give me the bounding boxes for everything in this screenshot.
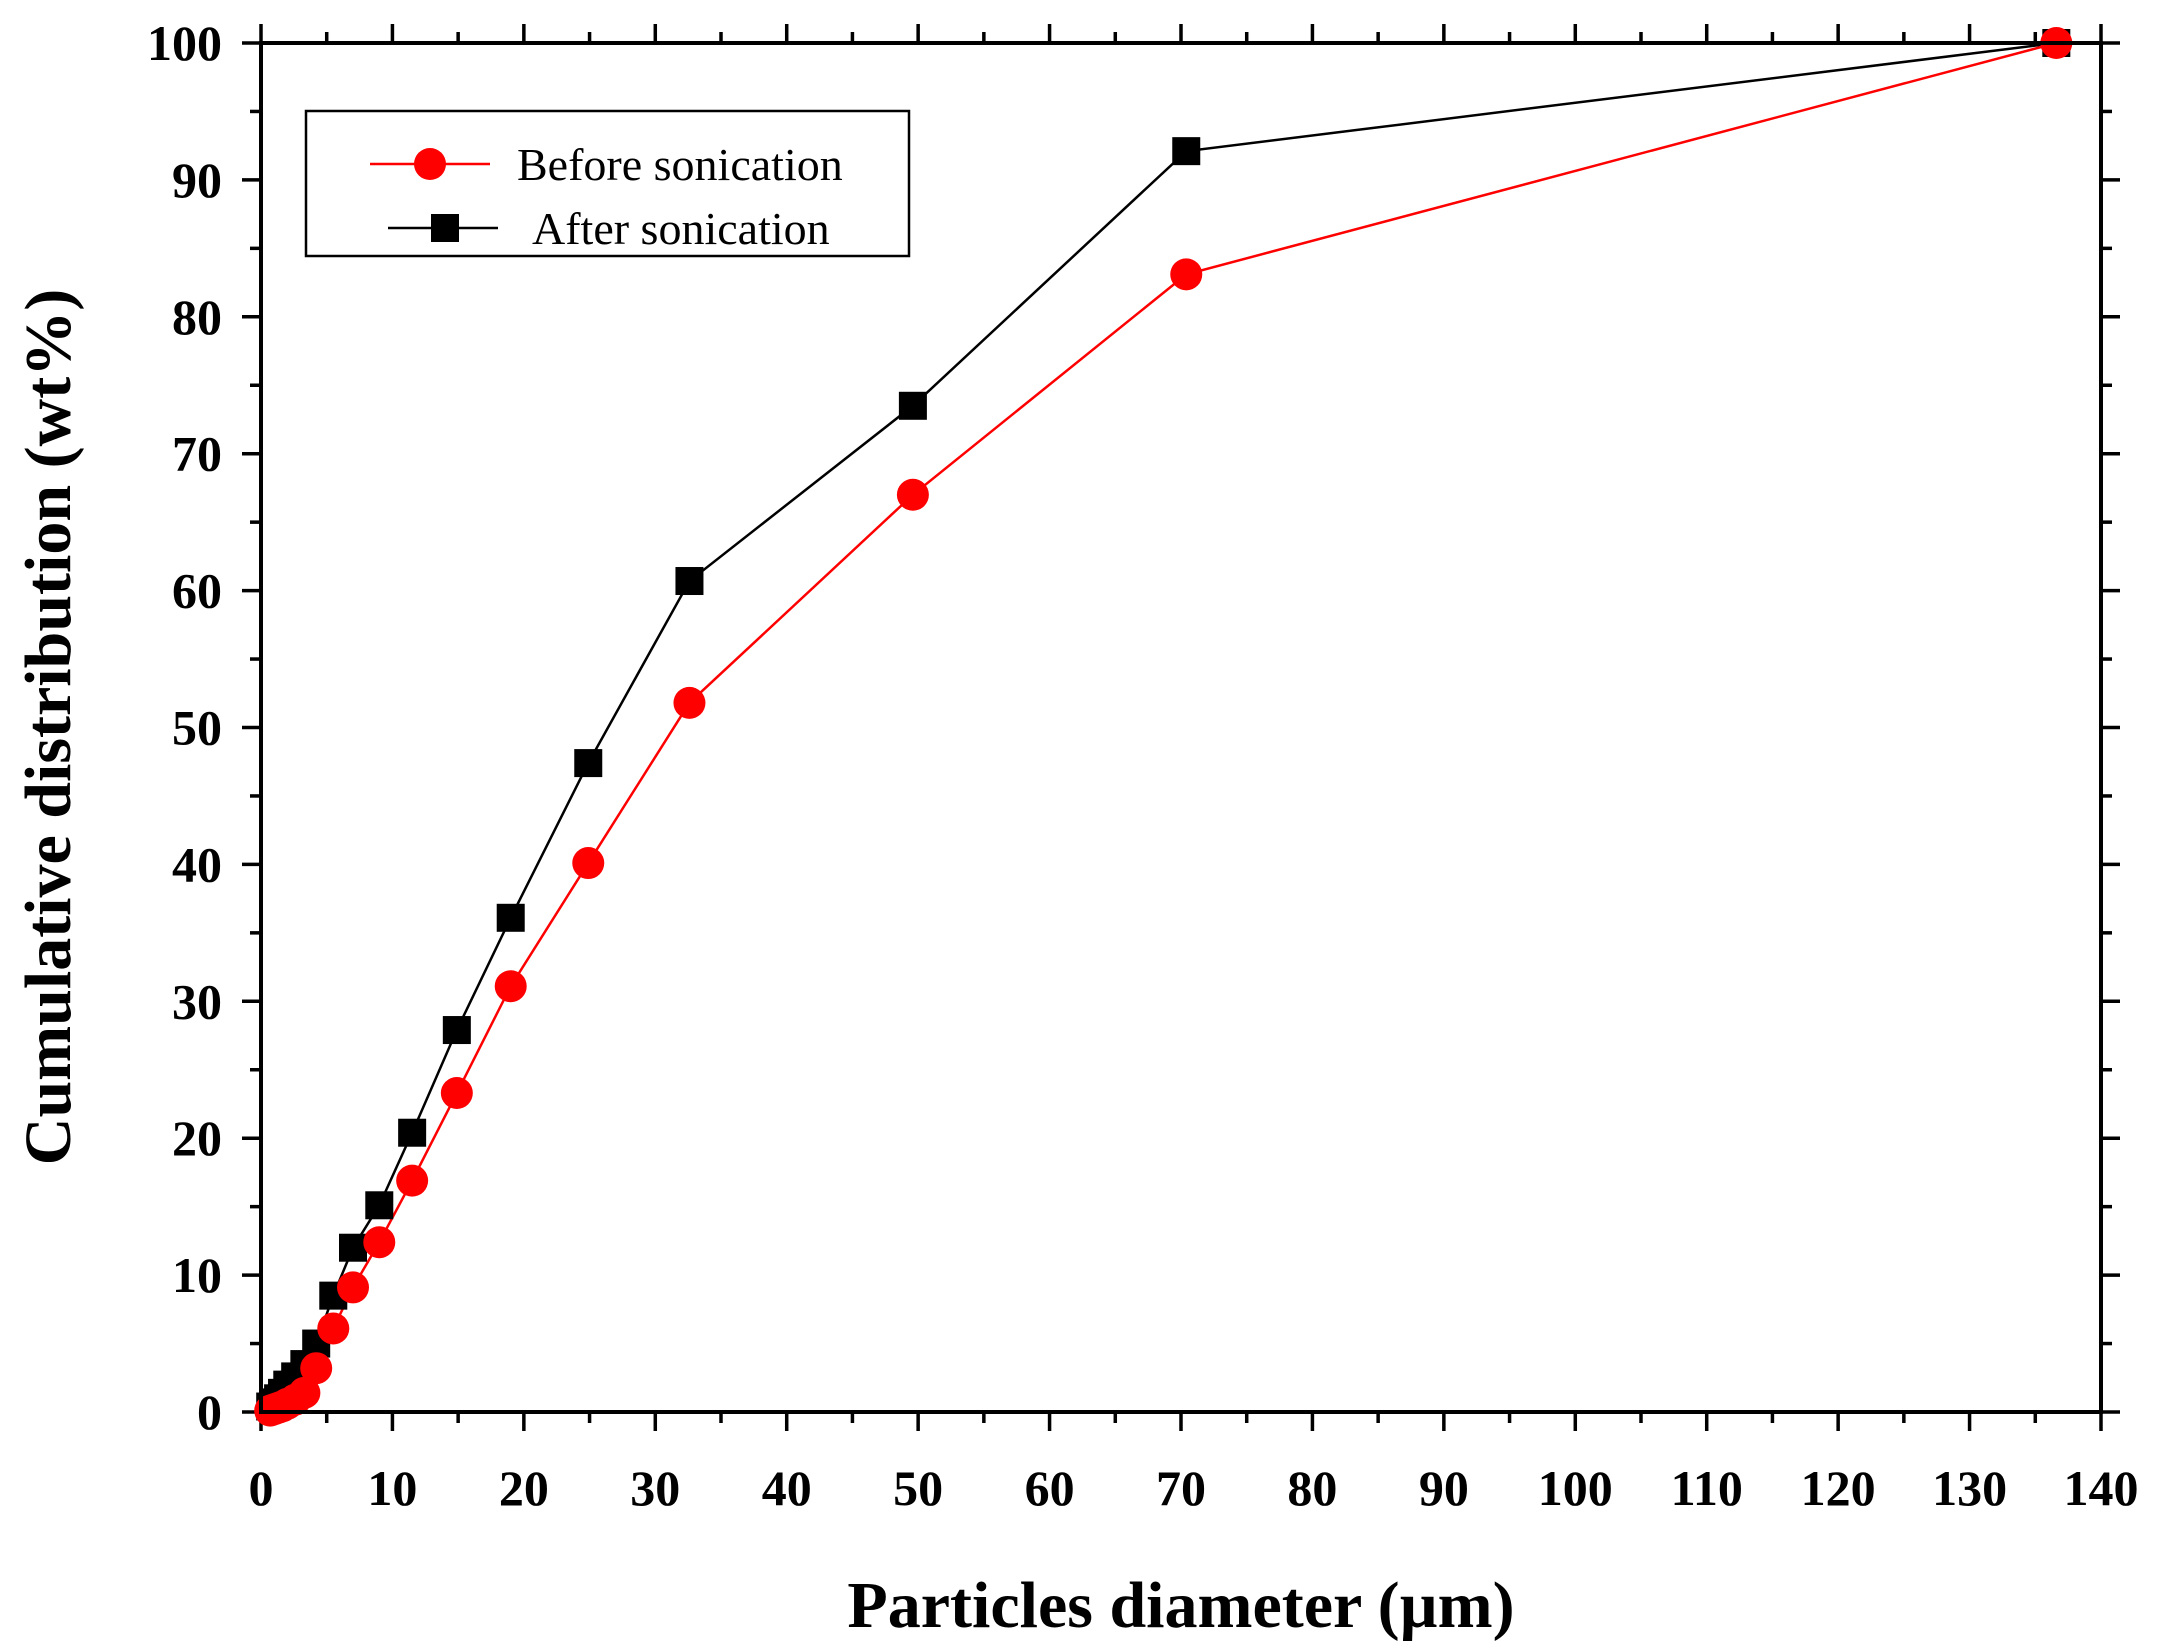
data-point-after xyxy=(398,1118,427,1147)
data-point-before xyxy=(288,1376,321,1409)
legend-label-after: After sonication xyxy=(532,203,830,254)
y-tick-label: 50 xyxy=(172,700,222,756)
data-point-before xyxy=(363,1226,396,1259)
x-tick-label: 80 xyxy=(1287,1460,1337,1516)
y-tick-label: 70 xyxy=(172,426,222,482)
x-tick-label: 100 xyxy=(1538,1460,1613,1516)
data-point-before xyxy=(572,847,605,880)
data-point-after xyxy=(1172,137,1201,166)
legend-label-before: Before sonication xyxy=(517,139,843,190)
legend-marker-after xyxy=(431,214,459,242)
data-point-before xyxy=(300,1352,333,1385)
y-axis-title: Cumulative distribution (wt%) xyxy=(12,289,85,1165)
x-tick-label: 0 xyxy=(249,1460,274,1516)
y-tick-label: 20 xyxy=(172,1110,222,1166)
x-tick-label: 40 xyxy=(762,1460,812,1516)
legend: Before sonication After sonication xyxy=(304,109,911,258)
x-tick-label: 50 xyxy=(893,1460,943,1516)
y-tick-label: 30 xyxy=(172,973,222,1029)
data-point-after xyxy=(496,903,525,932)
plot-frame xyxy=(259,41,2103,1414)
y-tick-label: 90 xyxy=(172,152,222,208)
data-point-before xyxy=(896,478,929,511)
data-point-after xyxy=(365,1191,394,1220)
data-point-before xyxy=(673,686,706,719)
data-point-before xyxy=(337,1271,369,1304)
y-tick-label: 10 xyxy=(172,1247,222,1303)
axis-ticks xyxy=(242,24,2120,1431)
data-point-before xyxy=(440,1077,473,1110)
x-axis-title: Particles diameter (µm) xyxy=(847,1569,1514,1642)
y-tick-label: 60 xyxy=(172,563,222,619)
data-point-after xyxy=(898,391,927,420)
legend-box xyxy=(304,109,911,258)
data-point-after xyxy=(574,749,603,778)
x-tick-label: 140 xyxy=(2064,1460,2139,1516)
tick-labels: 0 10 20 30 40 50 60 70 80 90 100 110 120 130 140 0 10 20 3… xyxy=(147,15,2139,1516)
x-tick-label: 10 xyxy=(367,1460,417,1516)
series-markers xyxy=(254,27,2073,1427)
y-tick-label: 100 xyxy=(147,15,222,71)
x-tick-label: 30 xyxy=(630,1460,680,1516)
x-tick-label: 130 xyxy=(1932,1460,2007,1516)
data-point-before xyxy=(396,1164,429,1197)
y-tick-label: 0 xyxy=(197,1384,222,1440)
data-point-after xyxy=(675,567,704,596)
x-tick-label: 120 xyxy=(1801,1460,1876,1516)
data-point-after xyxy=(339,1233,367,1262)
data-point-before xyxy=(1170,258,1203,291)
legend-marker-before xyxy=(414,148,446,180)
x-tick-label: 110 xyxy=(1671,1460,1743,1516)
y-tick-label: 80 xyxy=(172,289,222,345)
data-point-after xyxy=(442,1016,471,1045)
x-tick-label: 90 xyxy=(1419,1460,1469,1516)
data-point-before xyxy=(317,1312,350,1345)
data-point-before xyxy=(494,970,527,1003)
x-tick-label: 60 xyxy=(1025,1460,1075,1516)
x-tick-label: 70 xyxy=(1156,1460,1206,1516)
y-tick-label: 40 xyxy=(172,836,222,892)
x-tick-label: 20 xyxy=(499,1460,549,1516)
